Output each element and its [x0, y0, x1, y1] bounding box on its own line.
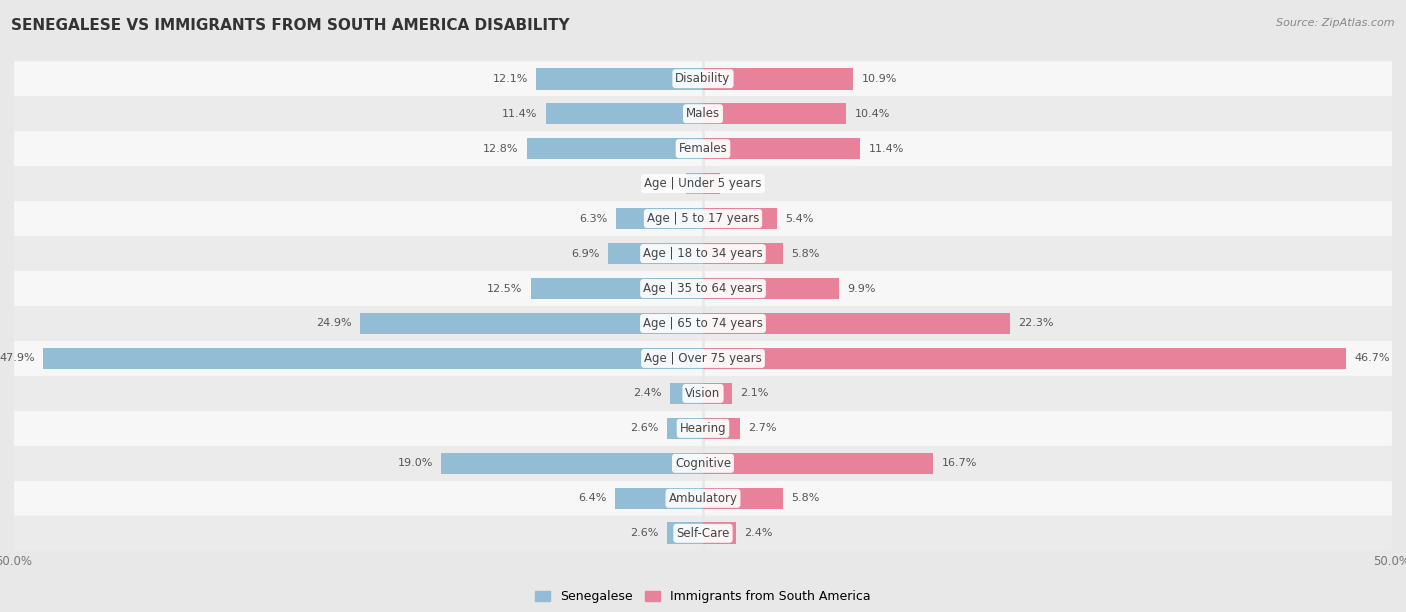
- FancyBboxPatch shape: [14, 481, 1392, 516]
- FancyBboxPatch shape: [14, 271, 1392, 306]
- Bar: [531, 278, 703, 299]
- Text: 46.7%: 46.7%: [1355, 354, 1391, 364]
- Text: 2.7%: 2.7%: [748, 424, 778, 433]
- Text: 24.9%: 24.9%: [316, 318, 352, 329]
- Text: Females: Females: [679, 142, 727, 155]
- Text: Source: ZipAtlas.com: Source: ZipAtlas.com: [1277, 18, 1395, 28]
- Text: Disability: Disability: [675, 72, 731, 85]
- FancyBboxPatch shape: [14, 96, 1392, 131]
- Bar: [703, 103, 846, 124]
- Bar: [703, 523, 737, 544]
- Text: 2.4%: 2.4%: [744, 528, 773, 539]
- Text: Age | 35 to 64 years: Age | 35 to 64 years: [643, 282, 763, 295]
- FancyBboxPatch shape: [14, 516, 1392, 551]
- Text: Ambulatory: Ambulatory: [668, 492, 738, 505]
- Text: 5.4%: 5.4%: [786, 214, 814, 223]
- Bar: [703, 68, 853, 89]
- Text: 11.4%: 11.4%: [502, 109, 537, 119]
- FancyBboxPatch shape: [14, 341, 1392, 376]
- Text: 12.1%: 12.1%: [492, 73, 529, 84]
- Bar: [527, 138, 703, 160]
- Bar: [536, 68, 703, 89]
- Bar: [703, 382, 733, 405]
- Text: 10.9%: 10.9%: [862, 73, 897, 84]
- Text: Vision: Vision: [685, 387, 721, 400]
- Text: 2.6%: 2.6%: [630, 528, 659, 539]
- Text: SENEGALESE VS IMMIGRANTS FROM SOUTH AMERICA DISABILITY: SENEGALESE VS IMMIGRANTS FROM SOUTH AMER…: [11, 18, 569, 34]
- Text: 6.4%: 6.4%: [578, 493, 606, 503]
- Text: 11.4%: 11.4%: [869, 144, 904, 154]
- Text: Age | 18 to 34 years: Age | 18 to 34 years: [643, 247, 763, 260]
- Bar: [441, 452, 703, 474]
- FancyBboxPatch shape: [14, 131, 1392, 166]
- Text: Self-Care: Self-Care: [676, 527, 730, 540]
- FancyBboxPatch shape: [14, 411, 1392, 446]
- Bar: [546, 103, 703, 124]
- Text: 5.8%: 5.8%: [792, 248, 820, 258]
- Text: 12.5%: 12.5%: [486, 283, 523, 294]
- Text: 9.9%: 9.9%: [848, 283, 876, 294]
- Text: 2.1%: 2.1%: [740, 389, 769, 398]
- Bar: [703, 313, 1011, 334]
- Text: 16.7%: 16.7%: [942, 458, 977, 468]
- Bar: [44, 348, 703, 369]
- Text: 5.8%: 5.8%: [792, 493, 820, 503]
- Text: 22.3%: 22.3%: [1018, 318, 1054, 329]
- FancyBboxPatch shape: [14, 201, 1392, 236]
- Bar: [616, 207, 703, 230]
- FancyBboxPatch shape: [14, 306, 1392, 341]
- FancyBboxPatch shape: [14, 61, 1392, 96]
- FancyBboxPatch shape: [14, 166, 1392, 201]
- Text: Hearing: Hearing: [679, 422, 727, 435]
- Text: 47.9%: 47.9%: [0, 354, 35, 364]
- Bar: [607, 243, 703, 264]
- Text: 10.4%: 10.4%: [855, 109, 890, 119]
- Bar: [703, 173, 720, 195]
- Bar: [669, 382, 703, 405]
- Text: 2.4%: 2.4%: [633, 389, 662, 398]
- Bar: [703, 207, 778, 230]
- Text: Cognitive: Cognitive: [675, 457, 731, 470]
- Bar: [686, 173, 703, 195]
- Bar: [668, 417, 703, 439]
- FancyBboxPatch shape: [14, 236, 1392, 271]
- Bar: [703, 417, 740, 439]
- Bar: [703, 138, 860, 160]
- FancyBboxPatch shape: [14, 446, 1392, 481]
- Bar: [703, 278, 839, 299]
- Bar: [703, 348, 1347, 369]
- Text: Males: Males: [686, 107, 720, 120]
- FancyBboxPatch shape: [14, 376, 1392, 411]
- Bar: [703, 243, 783, 264]
- Text: 6.9%: 6.9%: [571, 248, 599, 258]
- Text: 1.2%: 1.2%: [728, 179, 756, 188]
- Text: 1.2%: 1.2%: [650, 179, 678, 188]
- Text: Age | Over 75 years: Age | Over 75 years: [644, 352, 762, 365]
- Bar: [668, 523, 703, 544]
- Text: 12.8%: 12.8%: [482, 144, 519, 154]
- Legend: Senegalese, Immigrants from South America: Senegalese, Immigrants from South Americ…: [530, 585, 876, 608]
- Text: Age | Under 5 years: Age | Under 5 years: [644, 177, 762, 190]
- Bar: [703, 488, 783, 509]
- Text: 6.3%: 6.3%: [579, 214, 607, 223]
- Text: 19.0%: 19.0%: [398, 458, 433, 468]
- Text: 2.6%: 2.6%: [630, 424, 659, 433]
- Text: Age | 65 to 74 years: Age | 65 to 74 years: [643, 317, 763, 330]
- Bar: [703, 452, 934, 474]
- Text: Age | 5 to 17 years: Age | 5 to 17 years: [647, 212, 759, 225]
- Bar: [360, 313, 703, 334]
- Bar: [614, 488, 703, 509]
